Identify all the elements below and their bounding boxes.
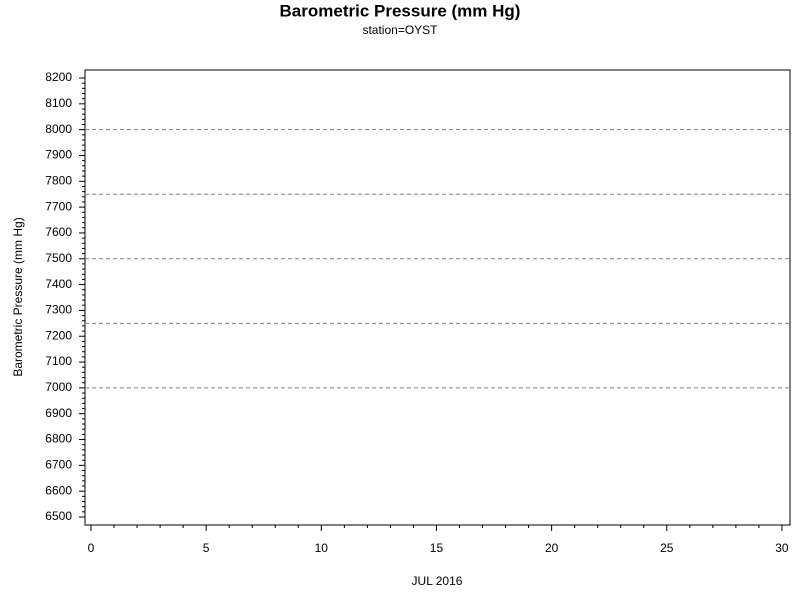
x-tick-label: 25: [660, 541, 674, 555]
y-tick-label: 7800: [45, 173, 72, 187]
y-tick-label: 6500: [45, 509, 72, 523]
y-tick-label: 7000: [45, 380, 72, 394]
y-tick-label: 7100: [45, 354, 72, 368]
y-tick-label: 7900: [45, 148, 72, 162]
chart-title: Barometric Pressure (mm Hg): [280, 1, 521, 20]
y-tick-label: 7400: [45, 277, 72, 291]
x-tick-label: 10: [315, 541, 329, 555]
x-tick-label: 20: [545, 541, 559, 555]
x-tick-label: 30: [775, 541, 789, 555]
y-tick-label: 6800: [45, 432, 72, 446]
x-tick-label: 15: [430, 541, 444, 555]
y-tick-label: 7200: [45, 328, 72, 342]
y-tick-label: 6900: [45, 406, 72, 420]
y-tick-label: 8200: [45, 70, 72, 84]
x-tick-label: 0: [88, 541, 95, 555]
y-tick-label: 7600: [45, 225, 72, 239]
x-axis-label: JUL 2016: [412, 574, 463, 588]
x-tick-label: 5: [203, 541, 210, 555]
plot-frame: [84, 69, 791, 526]
chart-subtitle: station=OYST: [362, 23, 438, 37]
y-tick-label: 7300: [45, 303, 72, 317]
y-axis-label: Barometric Pressure (mm Hg): [11, 217, 25, 376]
y-tick-label: 8000: [45, 122, 72, 136]
y-tick-label: 7500: [45, 251, 72, 265]
y-tick-label: 7700: [45, 199, 72, 213]
y-tick-label: 6600: [45, 483, 72, 497]
y-tick-label: 6700: [45, 458, 72, 472]
y-tick-label: 8100: [45, 96, 72, 110]
